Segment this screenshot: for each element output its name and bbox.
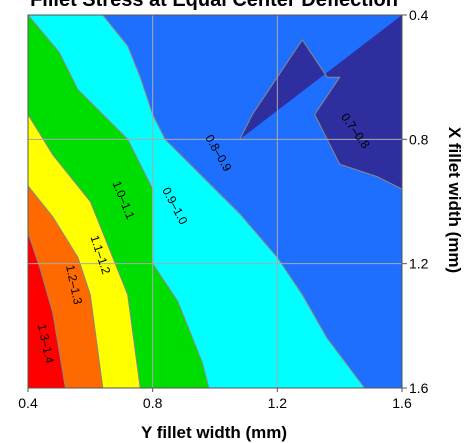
contour-line-2 [27, 114, 141, 389]
contour-line-4 [102, 14, 365, 389]
plot-frame [27, 14, 403, 389]
x-tick-label: 0.4 [18, 395, 38, 411]
y-tick-label: 1.2 [409, 256, 429, 272]
x-tick-label: 0.8 [143, 395, 163, 411]
y-tick-label: 0.4 [409, 7, 429, 23]
y-tick-label: 0.8 [409, 131, 429, 147]
band-0-7-0-8 [239, 15, 402, 190]
contour-line-3 [27, 14, 210, 389]
chart-title: Fillet Stress at Equal Center Deflection [30, 0, 398, 11]
band-1-3-1-4 [28, 232, 66, 388]
contour-boundaries [27, 14, 403, 389]
contour-line-5 [239, 39, 403, 190]
contour-line-1 [27, 185, 104, 389]
x-axis-ticks: 0.4 0.8 1.2 1.6 [18, 388, 412, 411]
x-tick-label: 1.6 [392, 395, 412, 411]
contour-line-0 [27, 232, 66, 389]
contour-bands [28, 15, 402, 388]
y-axis-ticks: 0.4 0.8 1.2 1.6 [402, 7, 429, 396]
y-tick-label: 1.6 [409, 380, 429, 396]
x-tick-label: 1.2 [268, 395, 288, 411]
grid-lines [28, 15, 402, 388]
x-axis-label: Y fillet width (mm) [141, 423, 287, 442]
y-axis-label: X fillet width (mm) [445, 127, 464, 273]
